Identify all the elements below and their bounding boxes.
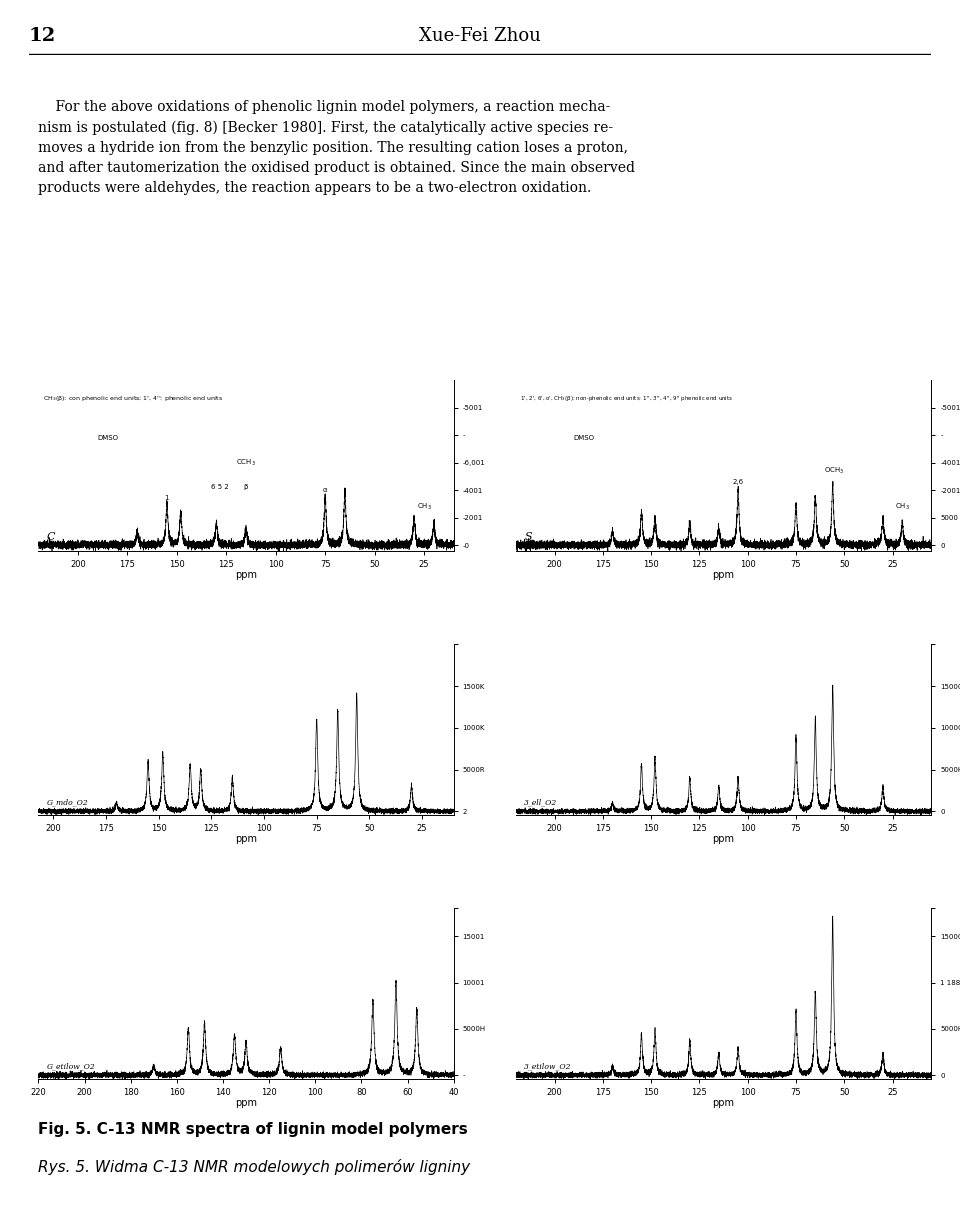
Text: 6 5 2: 6 5 2 [211,484,229,490]
X-axis label: ppm: ppm [235,834,257,845]
Text: α: α [323,487,327,493]
Text: S: S [524,532,532,542]
Text: CH$_3$: CH$_3$ [895,501,910,512]
Text: 1', 2', 6', o', CH$_3$(β): non-phenolic end units; 1'', 3'', 4'', 9'' phenolic e: 1', 2', 6', o', CH$_3$(β): non-phenolic … [520,394,733,402]
Text: 12: 12 [29,27,56,45]
X-axis label: ppm: ppm [712,570,734,580]
Text: For the above oxidations of phenolic lignin model polymers, a reaction mecha-
ni: For the above oxidations of phenolic lig… [38,101,636,195]
Text: 2,6: 2,6 [732,478,744,484]
X-axis label: ppm: ppm [712,834,734,845]
Text: CH$_3$: CH$_3$ [417,501,431,512]
Text: CH$_3$(β): con phenolic end units; 1', 4'': phenolic end units: CH$_3$(β): con phenolic end units; 1', 4… [42,394,223,402]
Text: Fig. 5. C-13 NMR spectra of lignin model polymers: Fig. 5. C-13 NMR spectra of lignin model… [38,1122,468,1137]
Text: DMSO: DMSO [97,434,118,440]
Text: G_mdo_O2: G_mdo_O2 [47,798,88,807]
Text: Xue-Fei Zhou: Xue-Fei Zhou [420,27,540,45]
Text: DMSO: DMSO [573,434,594,440]
X-axis label: ppm: ppm [235,570,257,580]
Text: 3_ell_O2: 3_ell_O2 [524,798,558,807]
Text: Rys. 5. Widma C-13 NMR modelowych polimerów ligniny: Rys. 5. Widma C-13 NMR modelowych polime… [38,1159,470,1175]
Text: 1: 1 [165,495,169,501]
Text: G_etilow_O2: G_etilow_O2 [47,1063,95,1070]
Text: C: C [47,532,56,542]
X-axis label: ppm: ppm [712,1098,734,1108]
Text: OCH$_3$: OCH$_3$ [825,466,845,476]
Text: β: β [244,484,249,490]
Text: CCH$_3$: CCH$_3$ [236,457,256,468]
Text: 3_etilow_O2: 3_etilow_O2 [524,1063,572,1070]
X-axis label: ppm: ppm [235,1098,257,1108]
